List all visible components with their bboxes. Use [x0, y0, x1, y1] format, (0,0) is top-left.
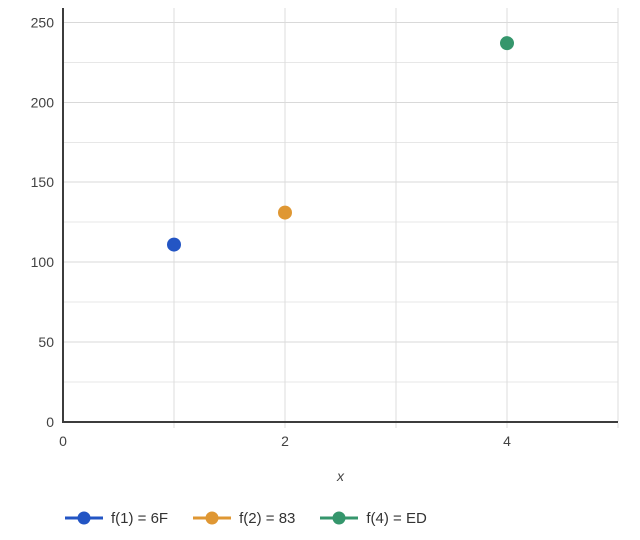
legend-item[interactable]: f(2) = 83	[193, 510, 295, 527]
legend-label: f(2) = 83	[239, 509, 296, 527]
y-tick-label: 0	[46, 414, 54, 430]
data-point[interactable]	[500, 36, 514, 51]
x-axis-title: x	[337, 468, 344, 484]
y-tick-label: 50	[38, 334, 54, 350]
x-tick-label: 2	[281, 433, 289, 449]
y-tick-label: 150	[31, 174, 55, 190]
y-tick-label: 100	[31, 254, 55, 270]
y-tick-label: 200	[31, 94, 55, 110]
legend-label: f(1) = 6F	[111, 509, 169, 527]
x-tick-label: 0	[59, 433, 67, 449]
x-tick-label: 4	[503, 433, 511, 449]
legend-item[interactable]: f(1) = 6F	[65, 510, 168, 527]
data-point[interactable]	[278, 205, 292, 220]
legend-item[interactable]: f(4) = ED	[320, 509, 427, 527]
y-tick-label: 250	[31, 14, 55, 30]
legend-marker-icon	[65, 511, 103, 525]
data-point[interactable]	[167, 237, 181, 252]
legend-marker-icon	[320, 511, 359, 525]
plot-area: 0 50 100 150 200 250 0 2 4	[31, 8, 619, 449]
legend-label: f(4) = ED	[366, 509, 427, 527]
legend-marker-icon	[193, 511, 232, 525]
legend: f(1) = 6F f(2) = 83 f(4) = ED	[65, 506, 427, 530]
